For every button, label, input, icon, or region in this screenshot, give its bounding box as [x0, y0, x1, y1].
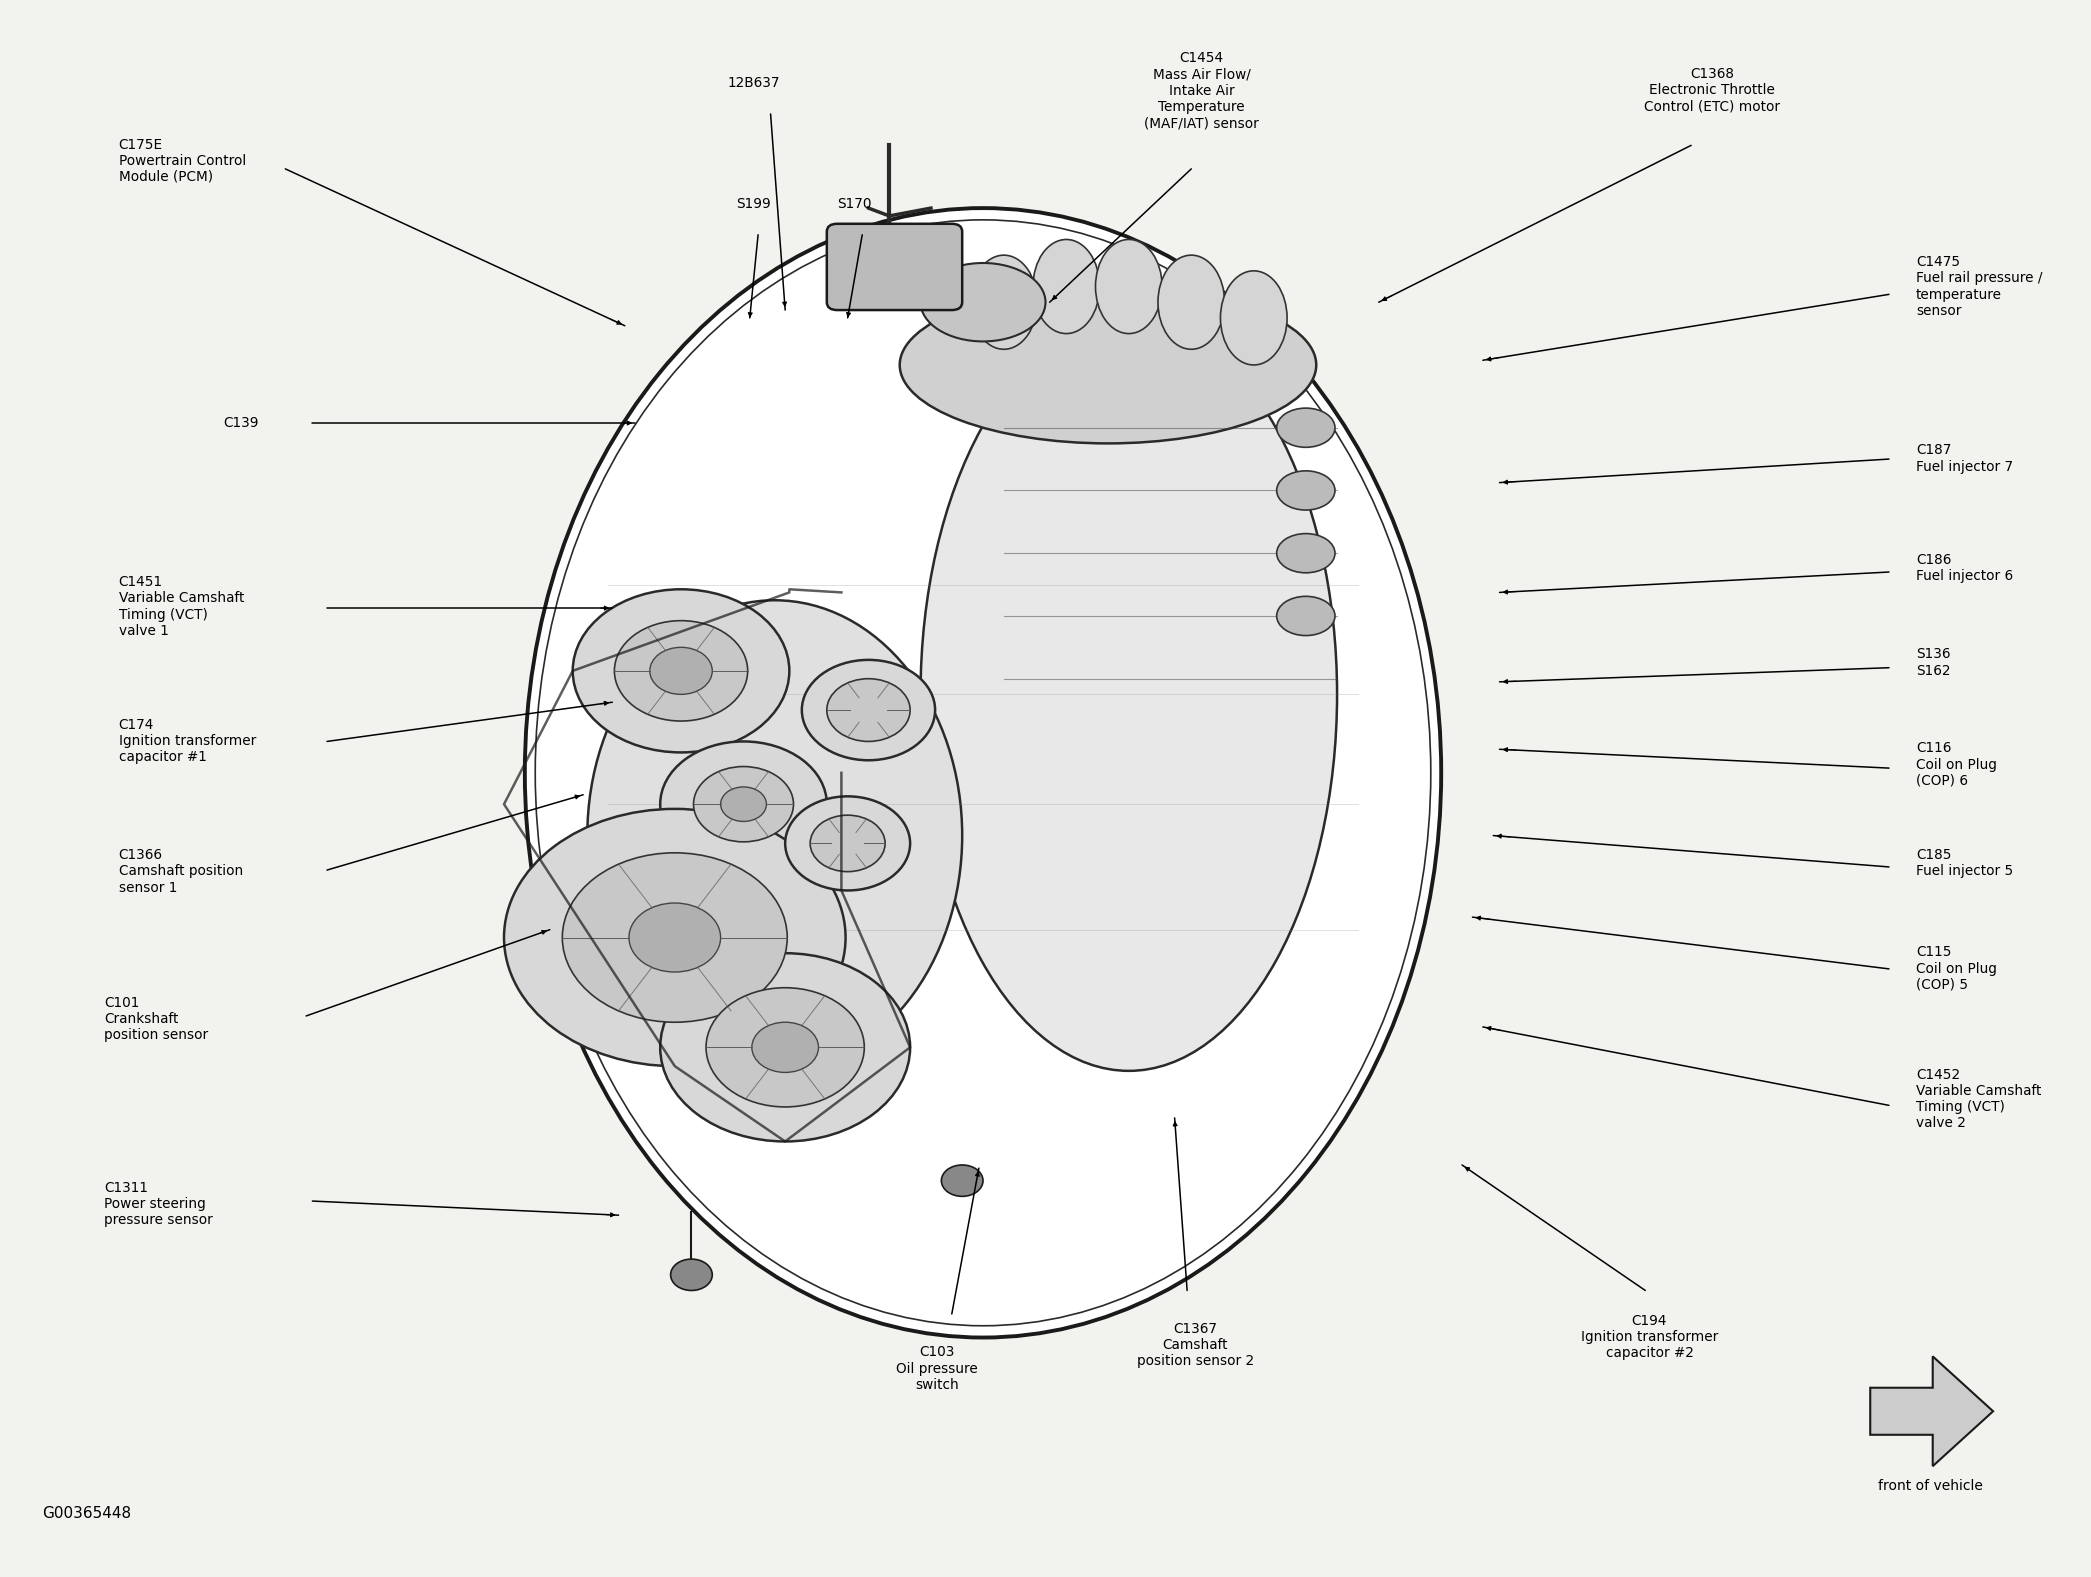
Text: C186
Fuel injector 6: C186 Fuel injector 6 — [1915, 554, 2014, 583]
Text: S136
S162: S136 S162 — [1915, 647, 1951, 678]
Text: 12B637: 12B637 — [728, 76, 780, 90]
Text: C174
Ignition transformer
capacitor #1: C174 Ignition transformer capacitor #1 — [119, 718, 255, 765]
Text: front of vehicle: front of vehicle — [1878, 1479, 1982, 1493]
Circle shape — [941, 1165, 983, 1197]
Text: S170: S170 — [836, 197, 872, 211]
Text: C194
Ignition transformer
capacitor #2: C194 Ignition transformer capacitor #2 — [1581, 1314, 1719, 1361]
FancyBboxPatch shape — [826, 224, 962, 311]
Text: C115
Coil on Plug
(COP) 5: C115 Coil on Plug (COP) 5 — [1915, 945, 1997, 992]
Ellipse shape — [588, 601, 962, 1071]
Circle shape — [504, 809, 845, 1066]
Text: C187
Fuel injector 7: C187 Fuel injector 7 — [1915, 443, 2014, 473]
Ellipse shape — [970, 255, 1037, 349]
Circle shape — [826, 678, 910, 741]
Circle shape — [784, 796, 910, 891]
Ellipse shape — [1278, 408, 1334, 448]
Text: C1367
Camshaft
position sensor 2: C1367 Camshaft position sensor 2 — [1138, 1322, 1255, 1369]
Circle shape — [650, 647, 713, 694]
Text: C101
Crankshaft
position sensor: C101 Crankshaft position sensor — [105, 995, 209, 1042]
Ellipse shape — [1221, 271, 1288, 364]
Ellipse shape — [1278, 596, 1334, 636]
Text: C185
Fuel injector 5: C185 Fuel injector 5 — [1915, 848, 2014, 878]
Ellipse shape — [1033, 240, 1100, 334]
Circle shape — [753, 1022, 818, 1072]
Text: C1451
Variable Camshaft
Timing (VCT)
valve 1: C1451 Variable Camshaft Timing (VCT) val… — [119, 576, 245, 637]
Text: C116
Coil on Plug
(COP) 6: C116 Coil on Plug (COP) 6 — [1915, 741, 1997, 788]
Text: C175E
Powertrain Control
Module (PCM): C175E Powertrain Control Module (PCM) — [119, 137, 247, 185]
Circle shape — [573, 590, 788, 752]
Circle shape — [671, 1258, 713, 1290]
Text: C1366
Camshaft position
sensor 1: C1366 Camshaft position sensor 1 — [119, 848, 243, 894]
Text: C103
Oil pressure
switch: C103 Oil pressure switch — [897, 1345, 979, 1392]
Circle shape — [694, 766, 792, 842]
Text: C1311
Power steering
pressure sensor: C1311 Power steering pressure sensor — [105, 1181, 213, 1227]
Text: S199: S199 — [736, 197, 772, 211]
Circle shape — [809, 815, 884, 872]
Text: G00365448: G00365448 — [42, 1506, 132, 1520]
Ellipse shape — [525, 208, 1441, 1337]
Circle shape — [801, 659, 935, 760]
Text: C1368
Electronic Throttle
Control (ETC) motor: C1368 Electronic Throttle Control (ETC) … — [1644, 66, 1779, 114]
Ellipse shape — [920, 263, 1046, 342]
Ellipse shape — [1096, 240, 1163, 334]
Text: C1454
Mass Air Flow/
Intake Air
Temperature
(MAF/IAT) sensor: C1454 Mass Air Flow/ Intake Air Temperat… — [1144, 50, 1259, 129]
Ellipse shape — [1278, 472, 1334, 509]
Circle shape — [629, 904, 721, 971]
Circle shape — [661, 953, 910, 1142]
Circle shape — [721, 787, 767, 822]
Circle shape — [615, 621, 749, 721]
Ellipse shape — [899, 287, 1315, 443]
Circle shape — [562, 853, 786, 1022]
Circle shape — [661, 741, 826, 867]
Text: C1452
Variable Camshaft
Timing (VCT)
valve 2: C1452 Variable Camshaft Timing (VCT) val… — [1915, 1068, 2041, 1131]
Polygon shape — [1869, 1356, 1993, 1467]
Ellipse shape — [1278, 533, 1334, 572]
Circle shape — [707, 987, 864, 1107]
Text: C1475
Fuel rail pressure /
temperature
sensor: C1475 Fuel rail pressure / temperature s… — [1915, 255, 2043, 317]
Ellipse shape — [1158, 255, 1225, 349]
Text: C139: C139 — [224, 416, 259, 431]
Ellipse shape — [920, 319, 1336, 1071]
